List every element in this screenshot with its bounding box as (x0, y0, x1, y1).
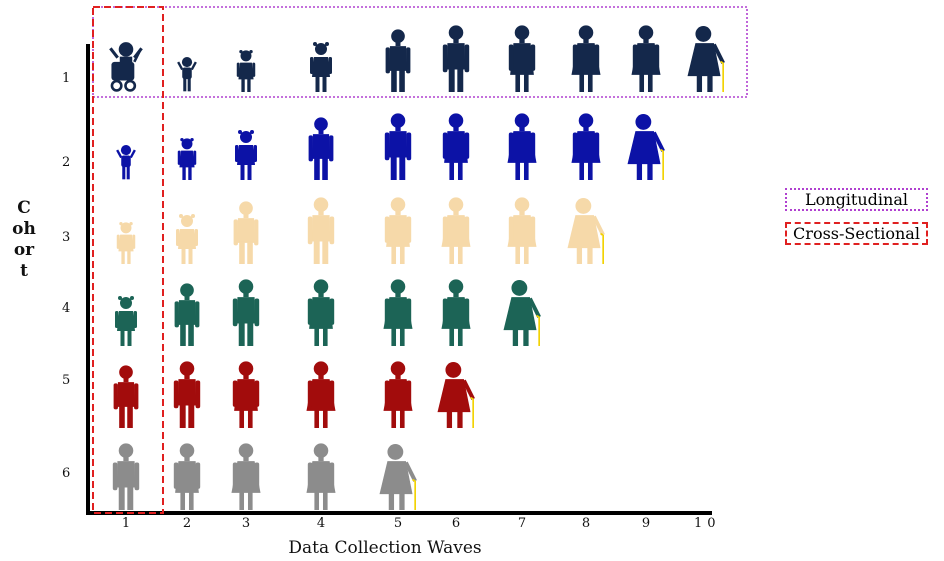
figure-cohort-3-wave-8 (567, 198, 605, 264)
figure-cohort-1-wave-8 (571, 25, 601, 92)
x-tick-label: 2 (182, 516, 192, 531)
figure-cohort-3-wave-7 (507, 197, 537, 264)
figure-cohort-1-wave-1 (109, 42, 143, 92)
figure-cohort-1-wave-2 (177, 56, 197, 92)
figure-cohort-2-wave-2 (177, 138, 197, 180)
figure-cohort-2-wave-8 (571, 113, 601, 180)
figure-cohort-4-wave-1 (115, 296, 137, 346)
figure-cohort-5-wave-1 (113, 365, 139, 428)
figure-cohort-4-wave-6 (441, 279, 471, 346)
figure-cohort-1-wave-4 (310, 42, 332, 92)
figure-cohort-4-wave-7 (503, 280, 541, 346)
figures-layer (109, 25, 725, 510)
figure-cohort-3-wave-4 (307, 197, 335, 264)
figure-cohort-6-wave-4 (306, 443, 336, 510)
x-tick-label: 1 (121, 516, 131, 531)
x-tick-label: 4 (316, 516, 326, 531)
y-tick-label: 5 (62, 373, 71, 388)
y-axis-title: Cohort (12, 198, 36, 281)
figure-cohort-1-wave-10 (687, 25, 725, 92)
figure-cohort-3-wave-3 (233, 201, 259, 264)
figure-cohort-5-wave-3 (232, 361, 260, 428)
y-tick-label: 6 (62, 466, 71, 481)
figure-cohort-2-wave-7 (507, 113, 537, 180)
y-tick-label: 3 (62, 230, 71, 245)
figure-cohort-1-wave-7 (508, 25, 536, 92)
figure-cohort-2-wave-5 (384, 113, 412, 180)
figure-cohort-6-wave-2 (173, 443, 201, 510)
y-tick-label: 1 (62, 71, 71, 86)
figure-cohort-1-wave-6 (442, 25, 470, 92)
figure-cohort-5-wave-2 (173, 361, 201, 428)
cross-sectional-highlight-box (92, 6, 164, 514)
figure-cohort-1-wave-9 (631, 25, 661, 92)
figure-cohort-2-wave-3 (235, 130, 257, 180)
figure-cohort-5-wave-4 (306, 361, 336, 428)
figure-cohort-6-wave-1 (112, 443, 140, 510)
x-tick-label: 10 (694, 516, 721, 531)
figure-cohort-2-wave-4 (308, 117, 334, 180)
legend-longitudinal: Longitudinal (785, 188, 928, 211)
x-tick-label: 8 (581, 516, 591, 531)
y-tick-label: 4 (62, 301, 71, 316)
figure-cohort-3-wave-2 (176, 214, 198, 264)
figure-cohort-3-wave-5 (384, 197, 412, 264)
figure-cohort-4-wave-3 (232, 279, 260, 346)
y-tick-label: 2 (62, 155, 71, 170)
x-tick-label: 5 (393, 516, 403, 531)
figure-cohort-4-wave-4 (307, 279, 335, 346)
figure-cohort-3-wave-6 (441, 197, 471, 264)
figure-cohort-4-wave-5 (383, 279, 413, 346)
figure-cohort-4-wave-2 (174, 283, 200, 346)
figure-cohort-2-wave-9 (627, 114, 665, 180)
figure-cohort-1-wave-5 (385, 29, 411, 92)
x-axis-title: Data Collection Waves (288, 538, 482, 558)
x-tick-label: 3 (241, 516, 251, 531)
figure-cohort-5-wave-5 (383, 361, 413, 428)
figure-cohort-3-wave-1 (116, 222, 136, 264)
x-tick-label: 7 (517, 516, 527, 531)
figure-cohort-6-wave-3 (231, 443, 261, 510)
x-tick-label: 6 (451, 516, 461, 531)
figure-cohort-1-wave-3 (236, 50, 256, 92)
legend-cross-sectional: Cross-Sectional (785, 222, 928, 245)
figure-cohort-2-wave-1 (116, 144, 136, 180)
figure-cohort-5-wave-6 (437, 362, 475, 428)
figure-cohort-6-wave-5 (379, 444, 417, 510)
x-tick-label: 9 (641, 516, 651, 531)
figure-cohort-2-wave-6 (442, 113, 470, 180)
